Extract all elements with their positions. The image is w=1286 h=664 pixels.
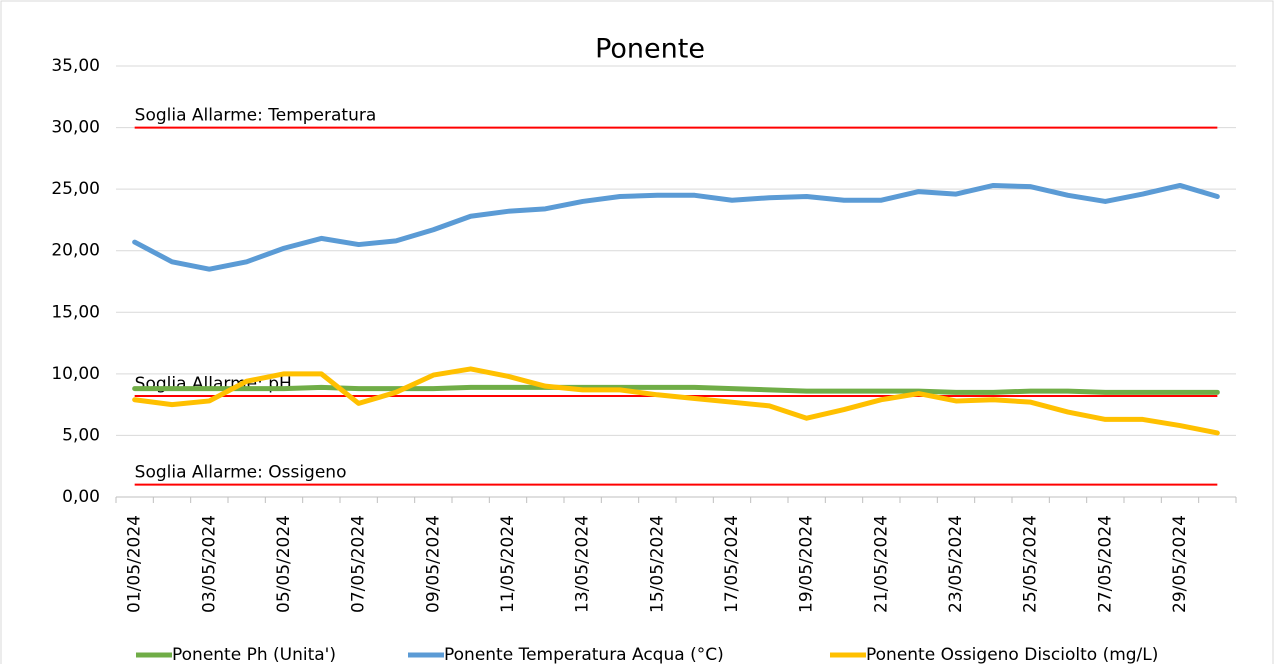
series-line (132, 182, 1220, 272)
y-tick-label: 5,00 (62, 425, 100, 445)
x-tick-label: 03/05/2024 (199, 515, 219, 613)
y-tick-label: 30,00 (51, 118, 100, 138)
x-tick-label: 01/05/2024 (125, 515, 145, 613)
x-tick-label: 15/05/2024 (647, 515, 667, 613)
x-tick-label: 17/05/2024 (722, 515, 742, 613)
x-tick-label: 19/05/2024 (797, 515, 817, 613)
x-tick-label: 21/05/2024 (871, 515, 891, 613)
x-tick-label: 07/05/2024 (349, 515, 369, 613)
legend-label: Ponente Ossigeno Disciolto (mg/L) (866, 645, 1158, 664)
x-tick-label: 13/05/2024 (573, 515, 593, 613)
series-line (132, 384, 1220, 395)
x-tick-label: 11/05/2024 (498, 515, 518, 613)
x-tick-label: 29/05/2024 (1170, 515, 1190, 613)
y-tick-label: 15,00 (51, 302, 100, 322)
y-tick-label: 0,00 (62, 487, 100, 507)
x-tick-label: 27/05/2024 (1095, 515, 1115, 613)
chart-title: Ponente (595, 34, 705, 65)
threshold-label: Soglia Allarme: Ossigeno (135, 463, 347, 483)
x-tick-label: 25/05/2024 (1021, 515, 1041, 613)
legend-label: Ponente Temperatura Acqua (°C) (444, 645, 724, 664)
series-line (132, 366, 1220, 436)
y-tick-label: 35,00 (51, 56, 100, 76)
y-tick-label: 10,00 (51, 364, 100, 384)
x-tick-label: 09/05/2024 (423, 515, 443, 613)
threshold-label: Soglia Allarme: Temperatura (135, 106, 377, 126)
legend-label: Ponente Ph (Unita') (172, 645, 336, 664)
x-tick-label: 05/05/2024 (274, 515, 294, 613)
y-tick-label: 20,00 (51, 241, 100, 261)
x-tick-label: 23/05/2024 (946, 515, 966, 613)
y-tick-label: 25,00 (51, 179, 100, 199)
